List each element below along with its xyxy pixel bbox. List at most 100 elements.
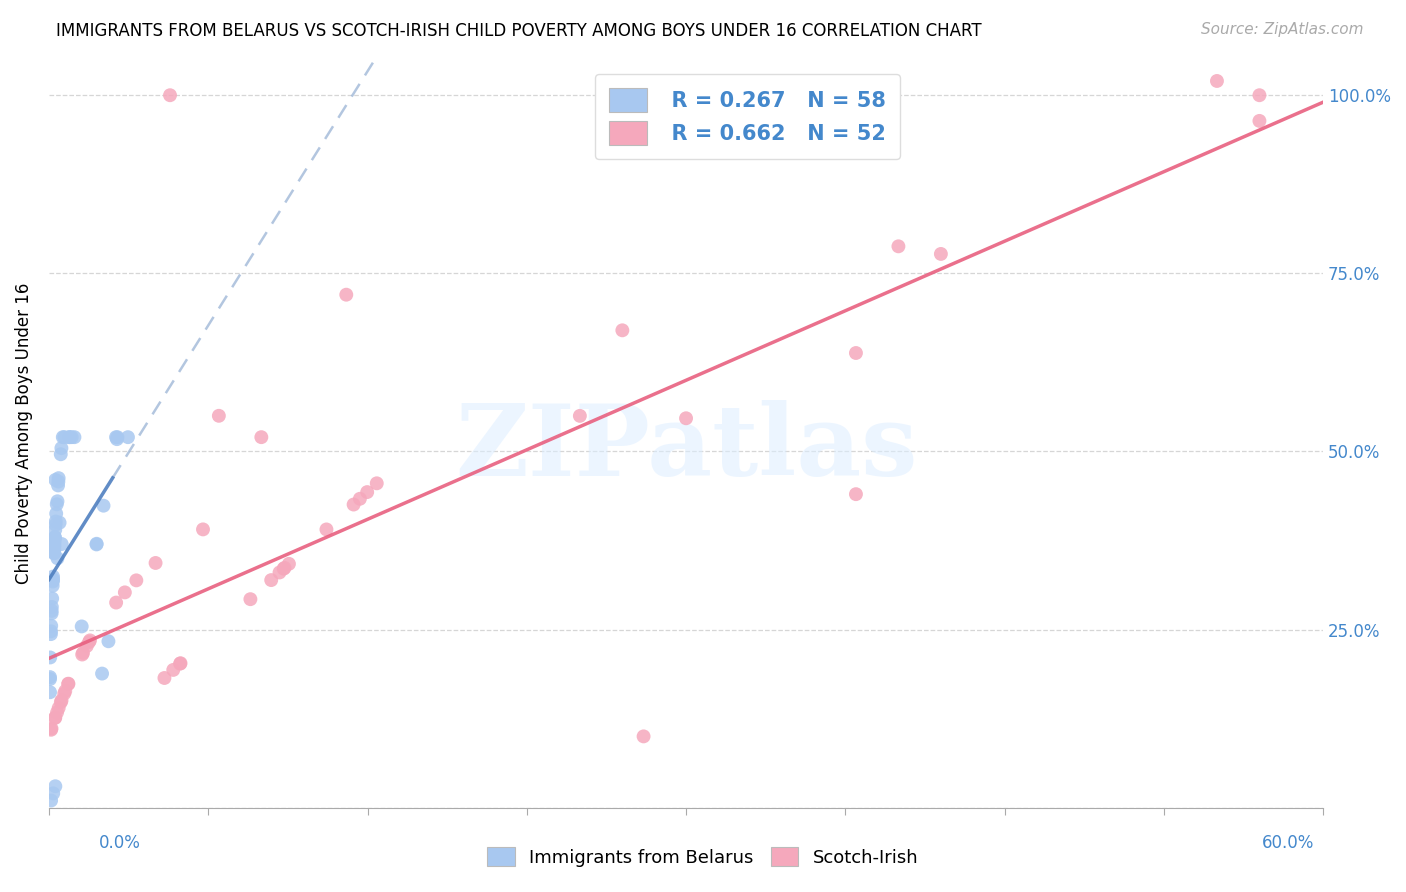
- Point: [39, 672, 62, 686]
- Point: [58, 430, 80, 444]
- Point: [887, 239, 910, 253]
- Point: [45, 507, 67, 521]
- Point: [44, 538, 66, 552]
- Point: [1206, 74, 1229, 88]
- Point: [117, 430, 139, 444]
- Point: [53, 687, 76, 701]
- Point: [44, 779, 66, 793]
- Point: [633, 730, 655, 744]
- Point: [260, 573, 283, 587]
- Point: [159, 88, 181, 103]
- Point: [44, 710, 66, 724]
- Point: [1249, 114, 1271, 128]
- Point: [273, 561, 295, 575]
- Point: [41, 579, 63, 593]
- Point: [42, 546, 65, 560]
- Point: [60, 430, 83, 444]
- Point: [39, 619, 62, 633]
- Point: [70, 648, 93, 662]
- Text: IMMIGRANTS FROM BELARUS VS SCOTCH-IRISH CHILD POVERTY AMONG BOYS UNDER 16 CORREL: IMMIGRANTS FROM BELARUS VS SCOTCH-IRISH …: [56, 22, 981, 40]
- Point: [49, 695, 72, 709]
- Point: [63, 430, 86, 444]
- Point: [76, 639, 98, 653]
- Point: [366, 476, 388, 491]
- Text: Source: ZipAtlas.com: Source: ZipAtlas.com: [1201, 22, 1364, 37]
- Point: [58, 677, 80, 691]
- Point: [39, 624, 62, 639]
- Point: [125, 574, 148, 588]
- Point: [39, 685, 62, 699]
- Point: [42, 573, 65, 587]
- Point: [48, 471, 70, 485]
- Text: 60.0%: 60.0%: [1263, 834, 1315, 852]
- Text: 0.0%: 0.0%: [98, 834, 141, 852]
- Point: [845, 346, 868, 360]
- Point: [612, 323, 634, 337]
- Point: [39, 650, 62, 665]
- Point: [845, 487, 868, 501]
- Point: [44, 523, 66, 537]
- Point: [239, 592, 262, 607]
- Point: [86, 537, 108, 551]
- Point: [273, 562, 295, 576]
- Point: [77, 635, 100, 649]
- Legend: Immigrants from Belarus, Scotch-Irish: Immigrants from Belarus, Scotch-Irish: [481, 840, 925, 874]
- Point: [44, 530, 66, 544]
- Point: [162, 663, 184, 677]
- Point: [97, 634, 120, 648]
- Point: [315, 523, 337, 537]
- Point: [105, 432, 128, 446]
- Point: [41, 599, 63, 614]
- Text: ZIPatlas: ZIPatlas: [454, 401, 917, 497]
- Point: [929, 247, 952, 261]
- Point: [49, 447, 72, 461]
- Point: [41, 722, 63, 736]
- Point: [52, 430, 75, 444]
- Point: [335, 287, 357, 301]
- Point: [349, 491, 371, 506]
- Point: [105, 430, 128, 444]
- Point: [70, 619, 93, 633]
- Point: [41, 607, 63, 621]
- Point: [44, 473, 66, 487]
- Point: [46, 478, 69, 492]
- Point: [48, 475, 70, 489]
- Point: [250, 430, 273, 444]
- Point: [46, 706, 69, 720]
- Point: [58, 676, 80, 690]
- Point: [39, 670, 62, 684]
- Point: [79, 633, 101, 648]
- Point: [44, 711, 66, 725]
- Point: [44, 533, 66, 548]
- Point: [356, 485, 378, 500]
- Point: [42, 569, 65, 583]
- Point: [48, 516, 70, 530]
- Point: [51, 693, 73, 707]
- Point: [91, 666, 114, 681]
- Point: [42, 546, 65, 560]
- Point: [48, 701, 70, 715]
- Point: [145, 556, 167, 570]
- Point: [191, 522, 214, 536]
- Point: [42, 786, 65, 800]
- Point: [41, 604, 63, 618]
- Point: [53, 430, 76, 444]
- Legend:   R = 0.267   N = 58,   R = 0.662   N = 52: R = 0.267 N = 58, R = 0.662 N = 52: [595, 74, 900, 160]
- Point: [46, 494, 69, 508]
- Point: [39, 723, 62, 737]
- Point: [86, 537, 108, 551]
- Point: [169, 657, 191, 671]
- Point: [53, 684, 76, 698]
- Point: [51, 441, 73, 455]
- Point: [107, 430, 129, 444]
- Point: [568, 409, 591, 423]
- Point: [44, 531, 66, 545]
- Point: [39, 793, 62, 807]
- Point: [51, 537, 73, 551]
- Point: [39, 627, 62, 641]
- Point: [343, 498, 366, 512]
- Point: [278, 557, 301, 571]
- Point: [42, 574, 65, 589]
- Point: [44, 541, 66, 555]
- Point: [45, 497, 67, 511]
